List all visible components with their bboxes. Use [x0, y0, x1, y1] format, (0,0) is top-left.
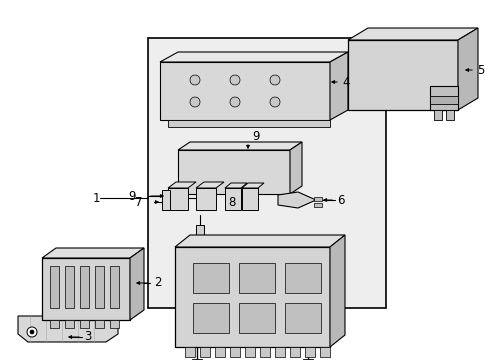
- Polygon shape: [192, 359, 202, 360]
- Bar: [215, 347, 224, 357]
- Text: 8: 8: [227, 195, 235, 208]
- Bar: [242, 188, 258, 210]
- Circle shape: [229, 97, 240, 107]
- Text: 3: 3: [84, 330, 91, 343]
- Circle shape: [269, 75, 280, 85]
- Bar: [80, 266, 89, 308]
- Text: 9: 9: [128, 189, 136, 202]
- Bar: [168, 188, 187, 210]
- Text: 7: 7: [134, 195, 142, 208]
- Bar: [193, 303, 228, 333]
- Bar: [168, 120, 329, 127]
- Bar: [429, 86, 457, 110]
- Text: 5: 5: [476, 63, 484, 77]
- Polygon shape: [303, 359, 312, 360]
- Bar: [65, 266, 74, 308]
- Polygon shape: [329, 52, 347, 120]
- Bar: [148, 38, 385, 308]
- Bar: [196, 188, 216, 210]
- Bar: [224, 188, 241, 210]
- Bar: [285, 303, 320, 333]
- Circle shape: [190, 75, 200, 85]
- Bar: [65, 320, 74, 328]
- Polygon shape: [329, 235, 345, 347]
- Polygon shape: [178, 142, 302, 150]
- Polygon shape: [278, 192, 315, 208]
- Bar: [260, 347, 269, 357]
- Bar: [289, 347, 299, 357]
- Bar: [162, 190, 170, 210]
- Circle shape: [190, 97, 200, 107]
- Bar: [80, 320, 89, 328]
- Polygon shape: [18, 316, 118, 342]
- Bar: [347, 40, 457, 110]
- Polygon shape: [224, 183, 246, 188]
- Text: 2: 2: [154, 276, 161, 289]
- Circle shape: [269, 97, 280, 107]
- Bar: [50, 320, 59, 328]
- Polygon shape: [457, 28, 477, 110]
- Bar: [445, 110, 453, 120]
- Text: 4: 4: [341, 76, 349, 89]
- Bar: [178, 150, 289, 194]
- Bar: [160, 62, 329, 120]
- Bar: [175, 247, 329, 347]
- Polygon shape: [160, 52, 347, 62]
- Bar: [193, 263, 228, 293]
- Polygon shape: [175, 235, 345, 247]
- Bar: [313, 197, 321, 201]
- Polygon shape: [347, 28, 477, 40]
- Bar: [313, 203, 321, 207]
- Bar: [239, 263, 274, 293]
- Polygon shape: [168, 182, 196, 188]
- Bar: [200, 347, 209, 357]
- Circle shape: [229, 75, 240, 85]
- Text: 1: 1: [92, 192, 100, 204]
- Circle shape: [27, 327, 37, 337]
- Bar: [42, 258, 130, 320]
- Bar: [433, 110, 441, 120]
- Bar: [110, 266, 119, 308]
- Bar: [95, 266, 104, 308]
- Bar: [239, 303, 274, 333]
- Bar: [305, 347, 314, 357]
- Circle shape: [30, 330, 34, 334]
- Polygon shape: [289, 142, 302, 194]
- Bar: [229, 347, 240, 357]
- Bar: [319, 347, 329, 357]
- Bar: [196, 225, 203, 235]
- Polygon shape: [242, 183, 264, 188]
- Bar: [274, 347, 285, 357]
- Text: 6: 6: [336, 194, 344, 207]
- Polygon shape: [196, 182, 224, 188]
- Bar: [50, 266, 59, 308]
- Polygon shape: [42, 248, 143, 258]
- Bar: [429, 96, 457, 104]
- Bar: [184, 347, 195, 357]
- Polygon shape: [130, 248, 143, 320]
- Bar: [244, 347, 254, 357]
- Bar: [95, 320, 104, 328]
- Bar: [285, 263, 320, 293]
- Text: 9: 9: [251, 130, 259, 143]
- Bar: [110, 320, 119, 328]
